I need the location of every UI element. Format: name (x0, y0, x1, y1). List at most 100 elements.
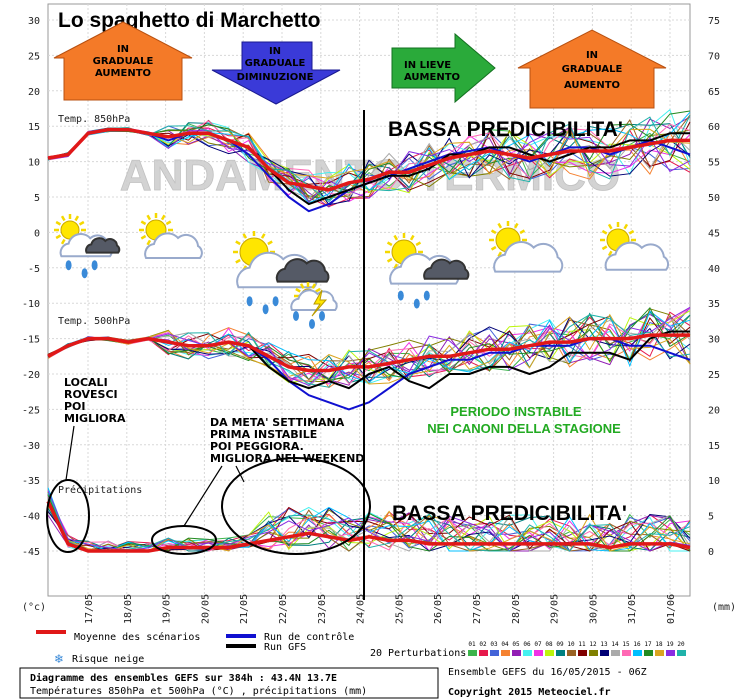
perturbation-swatch (666, 650, 675, 656)
sun-ray (519, 229, 526, 235)
sun-ray (490, 229, 497, 235)
x-tick-label: 22/05 (278, 594, 289, 624)
left-tick-label: 25 (28, 51, 40, 62)
sun-cloud-icon (139, 213, 203, 259)
left-tick-label: -45 (22, 547, 40, 558)
pointer-midweek (183, 465, 223, 527)
x-tick-label: 19/05 (162, 594, 173, 624)
perturbation-850-line (47, 115, 691, 203)
right-tick-label: 55 (708, 158, 720, 169)
sun-cloud-rain-icon (385, 233, 470, 309)
left-tick-label: -40 (22, 512, 40, 523)
arrow-1-line-1: IN (117, 44, 129, 55)
perturbation-id: 02 (479, 641, 487, 648)
x-tick-label: 01/06 (666, 594, 677, 624)
perturbation-id: 06 (523, 641, 531, 648)
arrow-1-line-2: GRADUALE (93, 56, 154, 67)
sun-cloud-icon (489, 221, 564, 273)
perturbation-id: 16 (633, 641, 641, 648)
arrow-2-line-3: DIMINUZIONE (237, 72, 314, 83)
sun-ray (628, 229, 635, 235)
sun-ray (623, 223, 629, 230)
circle-weekend (221, 457, 371, 555)
left-tick-label: -35 (22, 476, 40, 487)
sun-ray (409, 234, 415, 241)
rain-drop (423, 290, 430, 301)
series-prec-6 (46, 500, 691, 553)
arrow-3-line-2: AUMENTO (404, 72, 460, 83)
sun-ray (315, 287, 321, 293)
sun-ray (78, 220, 85, 226)
x-tick-label: 30/05 (588, 594, 599, 624)
left-tick-label: 30 (28, 16, 40, 27)
right-tick-label: 45 (708, 228, 720, 239)
perturbation-id: 20 (677, 641, 685, 648)
cloud-shape (493, 241, 564, 273)
x-tick-label: 25/05 (394, 594, 405, 624)
precip-label: Précipitations (58, 484, 142, 496)
perturbation-id: 09 (556, 641, 564, 648)
bassa-predicibilita-top: BASSA PREDICIBILITA' (388, 118, 623, 141)
sun-ray (267, 240, 273, 246)
sun-ray (74, 215, 80, 222)
perturbation-id: 12 (589, 641, 597, 648)
rain-drop (413, 298, 420, 309)
perturbation-id: 17 (644, 641, 652, 648)
perturbation-850-line (47, 127, 691, 203)
sun-ray (146, 214, 152, 221)
meta-line-3: POI PEGGIORA. (210, 440, 304, 453)
arrow-2-line-2: GRADUALE (245, 58, 306, 69)
sun-ray (260, 233, 266, 239)
right-tick-label: 30 (708, 335, 720, 346)
sun-cloud-rain-icon (54, 214, 121, 279)
perturbation-swatch (468, 650, 477, 656)
right-tick-label: 75 (708, 16, 720, 27)
rain-drop (309, 319, 315, 329)
footer-box (19, 667, 439, 699)
x-tick-label: 26/05 (433, 594, 444, 624)
x-tick-label: 28/05 (511, 594, 522, 624)
periodo-line-2: NEI CANONI DELLA STAGIONE (427, 421, 621, 436)
left-tick-label: -30 (22, 441, 40, 452)
left-tick-label: 0 (34, 228, 40, 239)
x-axis-labels: 17/05 18/05 19/05 20/05 21/05 22/05 23/05 24/05… (84, 594, 677, 624)
x-tick-label: 17/05 (84, 594, 95, 624)
snowflake-icon: ❄ (54, 652, 64, 666)
rain-drop (81, 268, 88, 279)
sun-ray (513, 222, 519, 229)
right-tick-label: 15 (708, 441, 720, 452)
sun-ray (60, 238, 66, 245)
perturbation-precip-line (47, 492, 691, 552)
sun-ray (165, 220, 172, 226)
locali-line-3: POI (64, 400, 86, 413)
perturbation-id: 14 (611, 641, 619, 648)
right-tick-label: 0 (708, 547, 714, 558)
locali-line-4: MIGLIORA (64, 412, 126, 425)
arrow-right-3: IN LIEVE AUMENTO (391, 32, 496, 104)
sun-ray (140, 234, 147, 240)
left-tick-label: -10 (22, 299, 40, 310)
right-tick-label: 65 (708, 87, 720, 98)
sun-ray (607, 250, 613, 257)
perturbation-swatch (545, 650, 554, 656)
right-tick-label: 40 (708, 264, 720, 275)
rain-drop (91, 260, 98, 271)
perturbation-swatch (501, 650, 510, 656)
perturbation-id: 01 (468, 641, 476, 648)
left-tick-label: -20 (22, 370, 40, 381)
meta-line-2: PRIMA INSTABILE (210, 428, 317, 441)
arrow-4-line-3: AUMENTO (564, 80, 620, 91)
perturbation-swatch (479, 650, 488, 656)
legend-perturbations-label: 20 Perturbations (370, 648, 466, 659)
arrow-down-2: IN GRADUALE DIMINUZIONE (211, 41, 341, 105)
sun-ray (393, 234, 399, 241)
footer-line-2: Températures 850hPa et 500hPa (°C) , pré… (30, 685, 367, 697)
sun-ray (140, 220, 147, 226)
legend-snow-label: Risque neige (72, 654, 144, 665)
arrow-4-line-1: IN (586, 50, 598, 61)
sun-ray (160, 214, 166, 221)
circle-locali (46, 479, 90, 553)
arrow-up-1: IN GRADUALE AUMENTO (53, 21, 193, 101)
x-tick-label: 20/05 (200, 594, 211, 624)
perturbation-swatch (655, 650, 664, 656)
